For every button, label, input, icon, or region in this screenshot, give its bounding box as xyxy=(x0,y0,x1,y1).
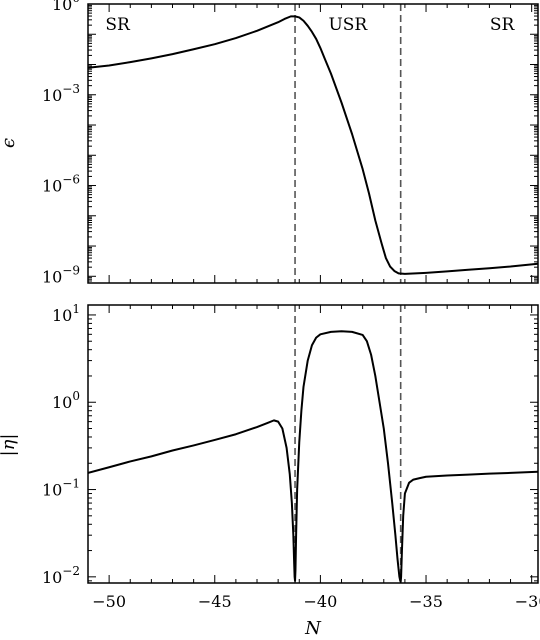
region-label-usr: USR xyxy=(328,15,368,35)
region-label-sr: SR xyxy=(490,15,516,35)
x-tick-label: −50 xyxy=(92,592,126,611)
x-axis-label-N: N xyxy=(304,618,322,639)
y-tick-label: 101 xyxy=(52,302,80,325)
x-tick-label: −35 xyxy=(409,592,443,611)
y-axis-label-epsilon: ϵ xyxy=(0,138,19,148)
series-line-top-0 xyxy=(88,15,538,275)
region-label-sr: SR xyxy=(105,15,131,35)
y-tick-label: 100 xyxy=(52,0,80,14)
y-tick-label: 10−6 xyxy=(42,173,80,196)
x-tick-label: −40 xyxy=(304,592,338,611)
x-tick-label: −30 xyxy=(515,592,540,611)
y-tick-label: 10−2 xyxy=(42,564,80,587)
y-tick-label: 100 xyxy=(52,389,80,412)
series-line-bottom-0 xyxy=(88,330,538,583)
y-tick-label: 10−9 xyxy=(42,263,80,286)
y-tick-label: 10−3 xyxy=(42,82,80,105)
x-tick-label: −45 xyxy=(198,592,232,611)
axes-frame-bottom xyxy=(87,304,539,584)
y-axis-label-eta: |η| xyxy=(0,434,19,457)
y-tick-label: 10−1 xyxy=(42,477,80,500)
axes-frame-top xyxy=(87,3,539,284)
